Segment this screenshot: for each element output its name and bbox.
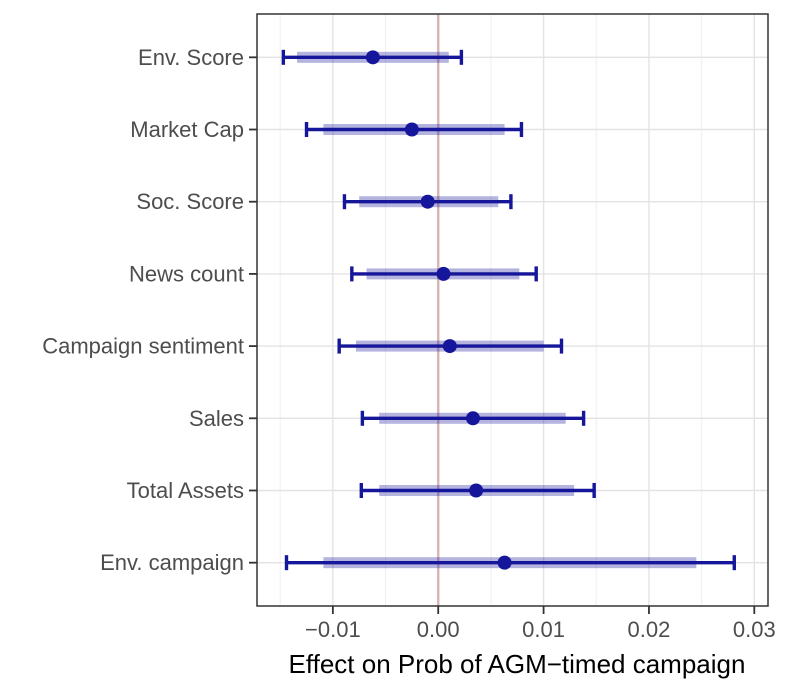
point-estimate [436,266,451,281]
point-estimate [365,50,380,65]
point-estimate [420,194,435,209]
x-tick-label: 0.00 [417,617,460,642]
point-estimate [442,339,457,354]
x-tick-label: 0.02 [628,617,671,642]
x-axis-title: Effect on Prob of AGM−timed campaign [288,649,746,679]
y-axis-label: Market Cap [130,117,244,142]
point-estimate [497,555,512,570]
x-tick-label: −0.01 [305,617,361,642]
y-axis-label: Total Assets [127,478,244,503]
point-estimate [404,122,419,137]
y-axis-label: News count [129,261,244,286]
point-estimate [465,411,480,426]
y-axis-label: Sales [189,406,244,431]
panel-border [256,13,769,607]
y-axis-label: Env. campaign [100,550,244,575]
point-estimate [469,483,484,498]
x-tick-label: 0.01 [522,617,565,642]
y-axis-label: Soc. Score [136,189,244,214]
x-tick-label: 0.03 [733,617,776,642]
y-axis-label: Env. Score [138,45,244,70]
y-axis-label: Campaign sentiment [42,334,244,359]
